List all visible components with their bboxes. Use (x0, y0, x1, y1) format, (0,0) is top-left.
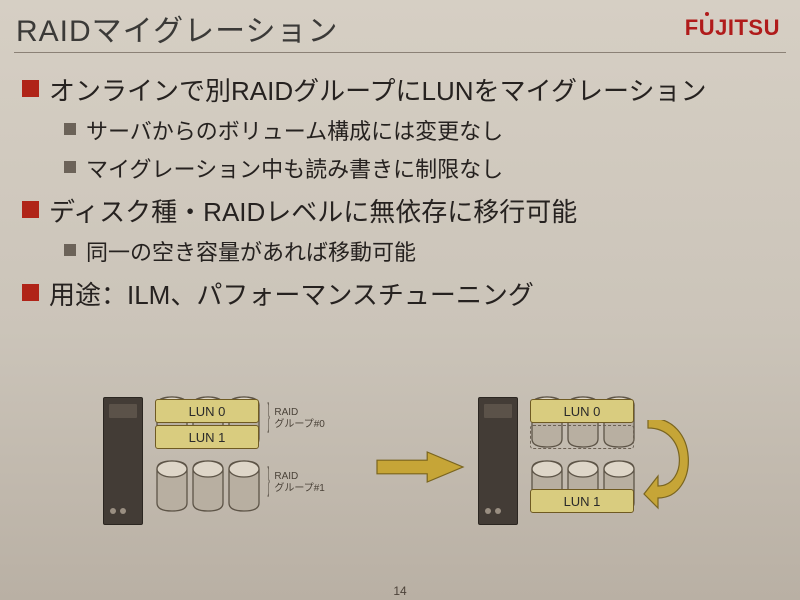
bullet-square-icon (64, 244, 76, 256)
bullet-text: マイグレーション中も読み書きに制限なし (86, 152, 503, 184)
bullet-level-2: マイグレーション中も読み書きに制限なし (64, 152, 778, 184)
lun-label: LUN 0 (155, 399, 259, 423)
logo-letter: U (699, 15, 715, 40)
fujitsu-logo: FUJITSU (685, 15, 780, 41)
logo-letter: F (685, 15, 699, 40)
page-number: 14 (393, 584, 406, 598)
title-divider (14, 52, 786, 53)
bullet-square-icon (22, 284, 39, 301)
bullet-square-icon (64, 123, 76, 135)
raid-group-label: }RAIDグループ#0 (267, 407, 325, 430)
bullet-level-2: 同一の空き容量があれば移動可能 (64, 235, 778, 267)
slide: RAIDマイグレーション FUJITSU オンラインで別RAIDグループにLUN… (0, 0, 800, 600)
disk-icon (191, 459, 225, 518)
bullet-square-icon (22, 201, 39, 218)
bullet-text: サーバからのボリューム構成には変更なし (86, 114, 503, 146)
disk-icon (155, 459, 189, 518)
bullet-square-icon (64, 161, 76, 173)
bullet-level-1: 用途：ILM、パフォーマンスチューニング (22, 275, 778, 312)
server-icon (103, 397, 143, 525)
lun-placeholder (530, 425, 634, 449)
bullet-level-1: ディスク種・RAIDレベルに無依存に移行可能 (22, 192, 778, 229)
bullet-text: ディスク種・RAIDレベルに無依存に移行可能 (49, 192, 577, 229)
title-bar: RAIDマイグレーション FUJITSU (0, 0, 800, 52)
server-icon (478, 397, 518, 525)
logo-letter: T (734, 15, 748, 40)
bullet-square-icon (22, 80, 39, 97)
disk-icon (227, 459, 261, 518)
bullet-list: オンラインで別RAIDグループにLUNをマイグレーションサーバからのボリューム構… (0, 53, 800, 312)
bullet-level-1: オンラインで別RAIDグループにLUNをマイグレーション (22, 71, 778, 108)
logo-letter: S (748, 15, 763, 40)
migrate-arrow-icon (375, 450, 465, 489)
lun-label: LUN 1 (530, 489, 634, 513)
raid-group-label: }RAIDグループ#1 (267, 471, 325, 494)
bullet-level-2: サーバからのボリューム構成には変更なし (64, 114, 778, 146)
bullet-text: 用途：ILM、パフォーマンスチューニング (49, 275, 534, 312)
logo-letter: J (715, 15, 728, 40)
logo-letter: U (764, 15, 780, 40)
slide-title: RAIDマイグレーション (16, 6, 338, 50)
curve-arrow-icon (642, 420, 692, 515)
lun-label: LUN 0 (530, 399, 634, 423)
bullet-text: オンラインで別RAIDグループにLUNをマイグレーション (49, 71, 707, 108)
lun-label: LUN 1 (155, 425, 259, 449)
bullet-text: 同一の空き容量があれば移動可能 (86, 235, 416, 267)
